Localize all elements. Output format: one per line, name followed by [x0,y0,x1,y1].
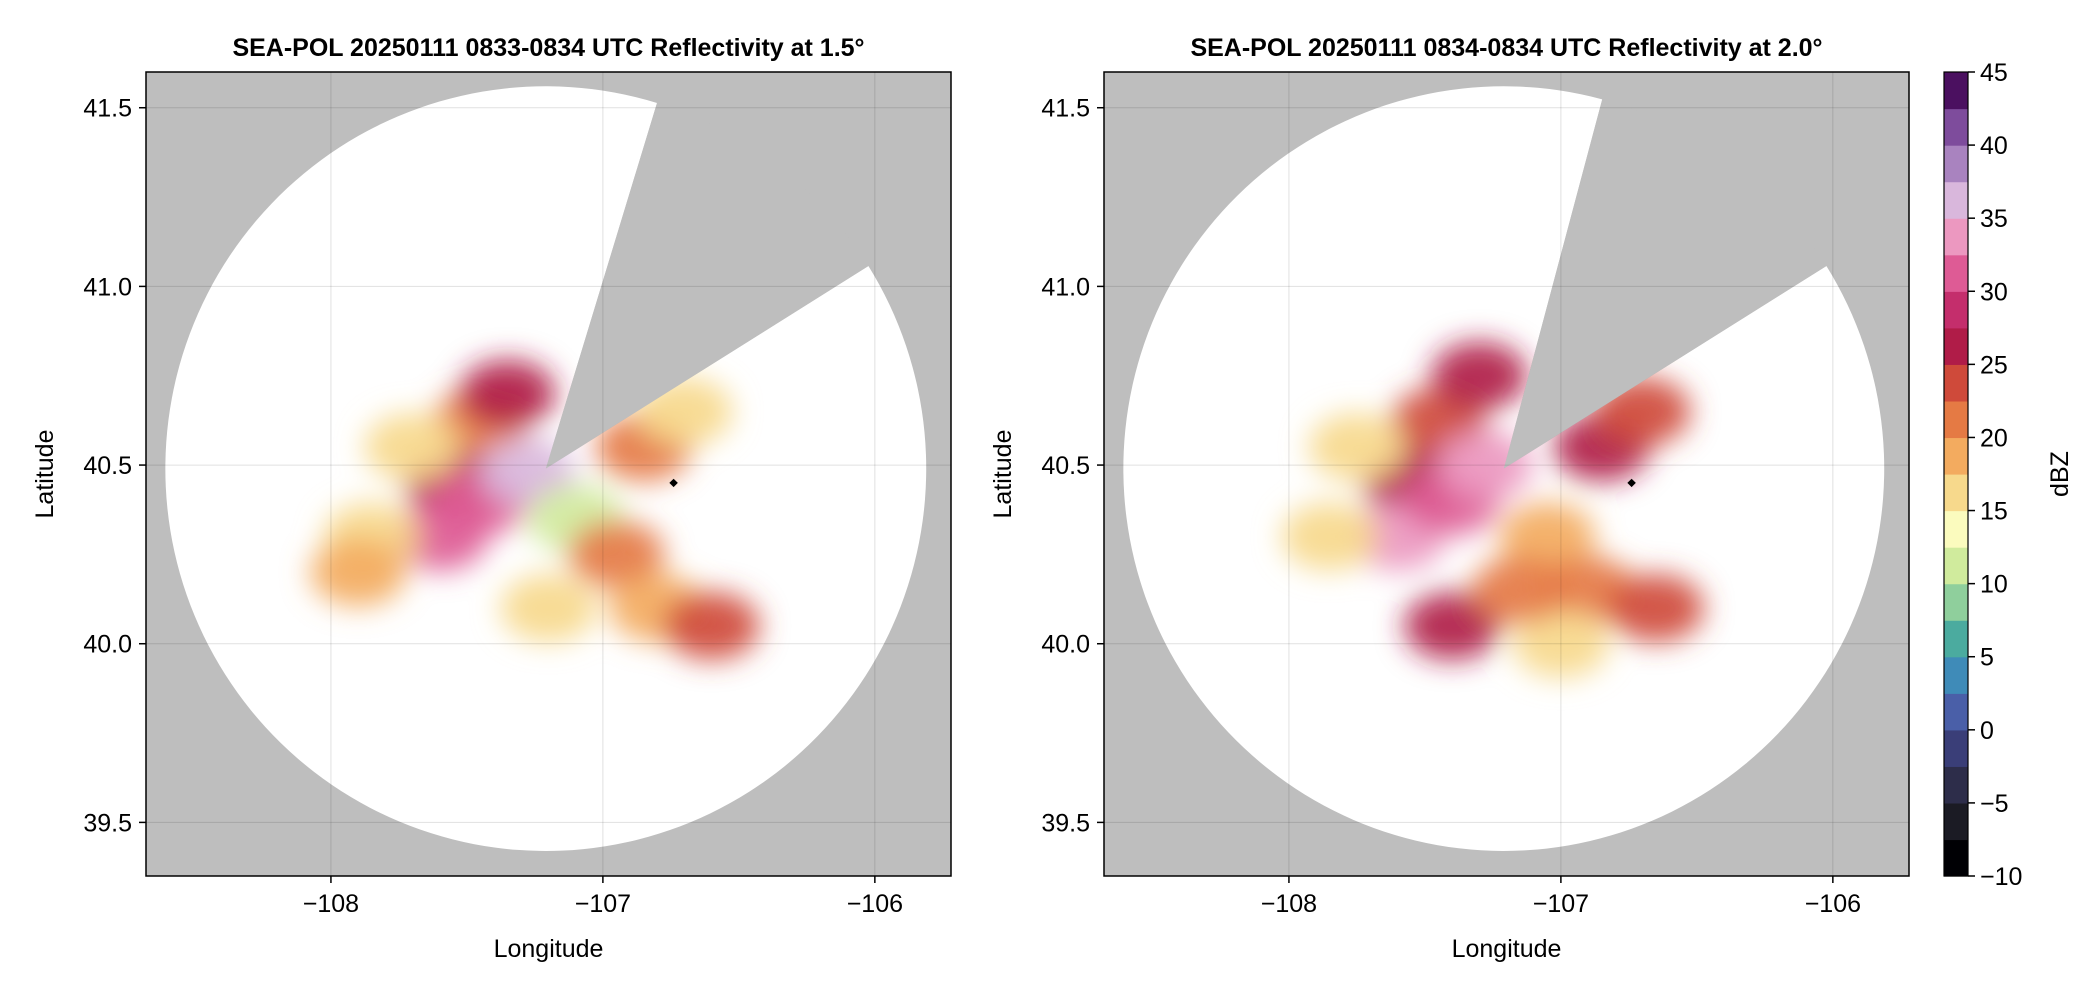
dbz-colorbar: −10 −5 0 5 10 15 20 25 30 35 40 45 dBZ [1943,59,2074,891]
colorbar-bin [1944,181,1968,219]
site-marker [1627,478,1636,488]
chart-title: SEA-POL 20250111 0833-0834 UTC Reflectiv… [232,34,864,62]
colorbar-bin [1944,364,1968,402]
x-tick-label: −106 [1805,890,1861,918]
y-tick-label: 39.5 [1041,809,1090,837]
reflectivity-panel-1-5deg: −108 −107 −106 39.5 40.0 40.5 41.0 41.5 SEA-POL … [31,34,952,963]
echo-region [1436,431,1533,500]
colorbar-bin [1944,218,1968,256]
colorbar-tick-label: 5 [1980,644,1994,672]
colorbar-bin [1944,583,1968,621]
x-axis-label: Longitude [494,935,604,963]
colorbar-bin [1944,839,1968,877]
colorbar-tick-label: 35 [1980,205,2008,233]
axes-frame [1103,71,1910,877]
x-tick-label: −107 [575,890,631,918]
x-axis-label: Longitude [1452,935,1562,963]
colorbar-label: dBZ [2046,451,2074,497]
colorbar-tick-label: 10 [1980,571,2008,599]
colorbar-tick-label: −10 [1980,863,2022,891]
colorbar-tick-label: 15 [1980,498,2008,526]
colorbar-tick-label: 0 [1980,717,1994,745]
colorbar-bin [1944,400,1968,439]
chart-title: SEA-POL 20250111 0834-0834 UTC Reflectiv… [1190,34,1822,62]
y-tick-label: 40.0 [83,631,132,659]
colorbar-bin [1944,510,1968,548]
echo-region [459,359,556,428]
y-tick-label: 41.5 [1041,95,1090,123]
colorbar-tick-label: 20 [1980,424,2008,452]
colorbar-bin [1944,291,1968,329]
colorbar-bin [1944,656,1968,694]
echo-region [1499,502,1596,571]
colorbar-tick-label: 25 [1980,351,2008,379]
colorbar-tick-label: 40 [1980,132,2008,160]
y-axis-label: Latitude [989,430,1017,519]
blocked-sector [1503,99,1827,469]
x-tick-label: −108 [303,890,359,918]
y-axis-label: Latitude [31,430,59,519]
colorbar-bin [1944,145,1968,183]
colorbar-bin [1944,108,1968,146]
colorbar-bin [1944,437,1968,475]
echo-region [1608,574,1705,642]
colorbar-bin [1944,766,1968,804]
gridlines [1104,72,1909,876]
echo-region [1308,413,1405,482]
colorbar-bin [1944,802,1968,841]
axes-frame [145,71,952,877]
echo-region [568,520,665,589]
colorbar-bin [1944,693,1968,731]
colorbar-bin [1944,254,1968,292]
y-tick-label: 41.5 [83,95,132,123]
x-tick-label: −106 [847,890,903,918]
y-tick-label: 40.5 [83,452,132,480]
echo-field [1281,341,1705,678]
y-tick-label: 39.5 [83,809,132,837]
y-tick-label: 40.5 [1041,452,1090,480]
colorbar-bin [1944,72,1968,110]
colorbar-tick-label: 45 [1980,59,2008,87]
echo-region [1431,341,1528,410]
echo-region [1472,556,1569,625]
reflectivity-panel-2-0deg: −108 −107 −106 39.5 40.0 40.5 41.0 41.5 SEA-POL … [989,34,1910,963]
x-tick-label: −107 [1533,890,1589,918]
y-tick-label: 40.0 [1041,631,1090,659]
y-tick-label: 41.0 [1041,273,1090,301]
echo-region [1281,502,1378,571]
site-marker [669,478,678,488]
colorbar-bin [1944,729,1968,767]
echo-region [1404,591,1501,660]
echo-field [310,359,760,660]
x-tick-label: −108 [1261,890,1317,918]
blocked-sector [545,103,869,469]
colorbar-frame [1943,71,1969,877]
gridlines [146,72,951,876]
echo-region [500,574,597,642]
colorbar-bin [1944,474,1968,512]
echo-region [364,413,461,482]
y-tick-label: 41.0 [83,273,132,301]
echo-region [663,591,760,660]
colorbar-tick-label: −5 [1980,790,2009,818]
echo-region [1512,609,1609,678]
colorbar-bin [1944,327,1968,365]
colorbar-tick-label: 30 [1980,278,2008,306]
echo-region [310,538,407,607]
colorbar-bin [1944,547,1968,585]
colorbar-bin [1944,620,1968,658]
